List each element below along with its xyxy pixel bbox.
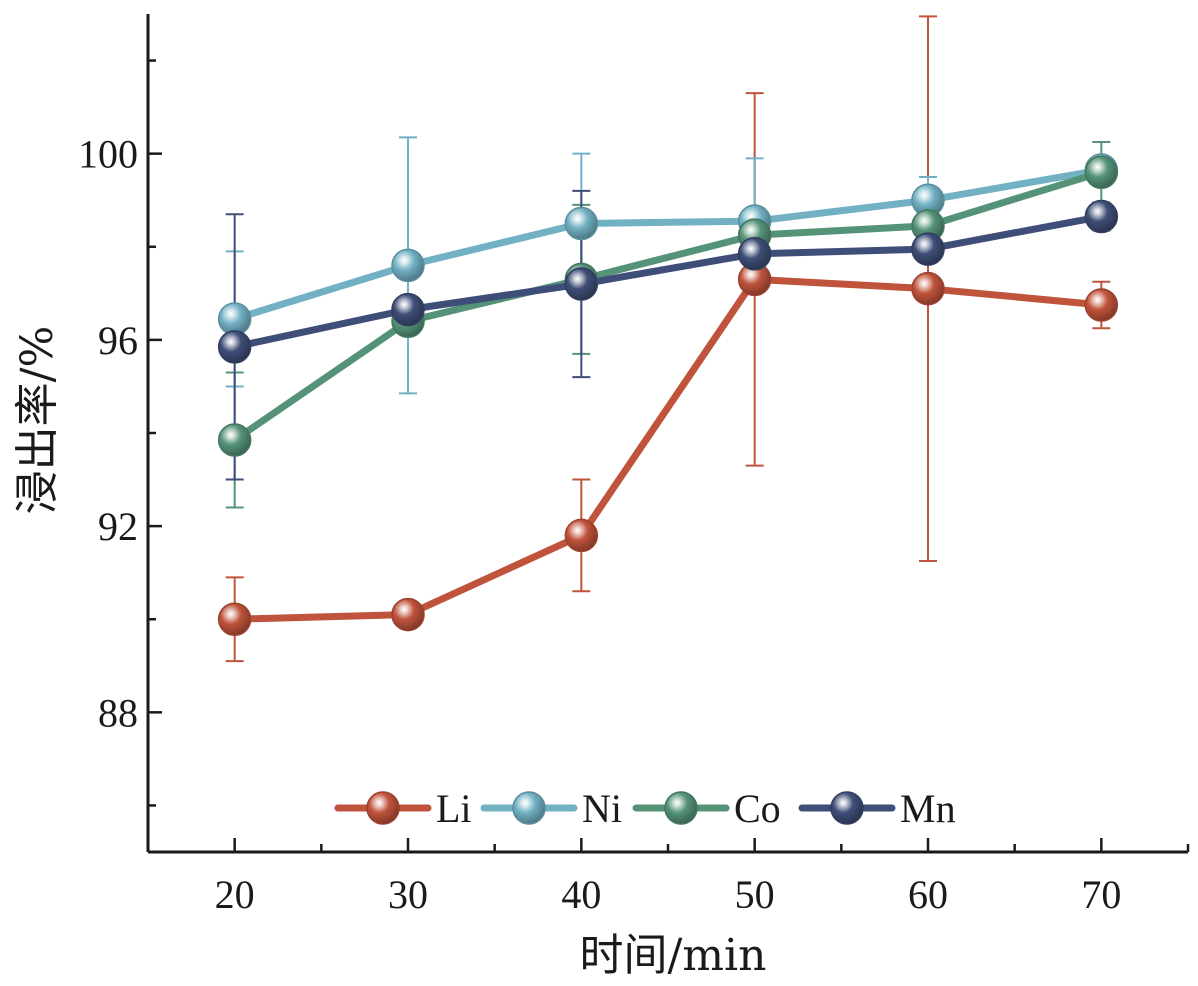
li-data-point xyxy=(1084,288,1119,322)
li-data-point xyxy=(911,271,945,306)
y-tick-label: 100 xyxy=(78,132,138,177)
y-axis-title: 浸出率/% xyxy=(12,326,63,515)
ni-legend-label: Ni xyxy=(582,786,622,831)
y-ticks: 88 92 96 100 xyxy=(78,59,162,807)
x-tick-label: 40 xyxy=(561,872,601,917)
mn-data-point xyxy=(391,292,425,327)
series-markers xyxy=(217,153,1119,636)
ni-legend-marker xyxy=(512,791,546,825)
ni-series-line xyxy=(231,166,1105,323)
co-data-point xyxy=(217,423,252,457)
co-series-line xyxy=(231,168,1105,444)
co-legend-label: Co xyxy=(734,786,781,831)
y-tick-label: 88 xyxy=(98,690,138,735)
mn-data-point xyxy=(217,330,252,364)
x-axis-title: 时间/min xyxy=(580,930,767,981)
mn-data-point xyxy=(737,237,772,271)
mn-data-point xyxy=(911,232,945,266)
co-legend-marker xyxy=(664,791,698,825)
mn-data-point xyxy=(564,267,599,301)
x-tick-label: 70 xyxy=(1081,872,1121,917)
mn-series-line xyxy=(231,213,1105,351)
mn-legend-label: Mn xyxy=(900,786,956,831)
legend: Li Ni Co Mn xyxy=(334,786,956,831)
mn-legend-marker xyxy=(830,791,864,825)
y-tick-label: 96 xyxy=(98,318,138,363)
axes: 88 92 96 100 20 30 40 50 60 70 xyxy=(78,14,1190,917)
x-tick-label: 30 xyxy=(388,872,428,917)
li-data-point xyxy=(217,602,252,636)
series-lines xyxy=(231,166,1105,623)
y-tick-label: 92 xyxy=(98,504,138,549)
li-legend-marker xyxy=(366,791,400,825)
x-ticks: 20 30 40 50 60 70 xyxy=(146,838,1190,917)
li-data-point xyxy=(391,597,425,632)
li-series-line xyxy=(231,275,1105,623)
ni-data-point xyxy=(391,248,425,283)
ni-data-point xyxy=(564,206,599,241)
co-data-point xyxy=(1084,155,1119,190)
mn-data-point xyxy=(1084,199,1119,234)
x-tick-label: 50 xyxy=(735,872,775,917)
error-bars xyxy=(225,15,1111,663)
x-tick-label: 60 xyxy=(908,872,948,917)
li-legend-label: Li xyxy=(436,786,472,831)
li-data-point xyxy=(564,518,599,553)
x-tick-label: 20 xyxy=(215,872,255,917)
